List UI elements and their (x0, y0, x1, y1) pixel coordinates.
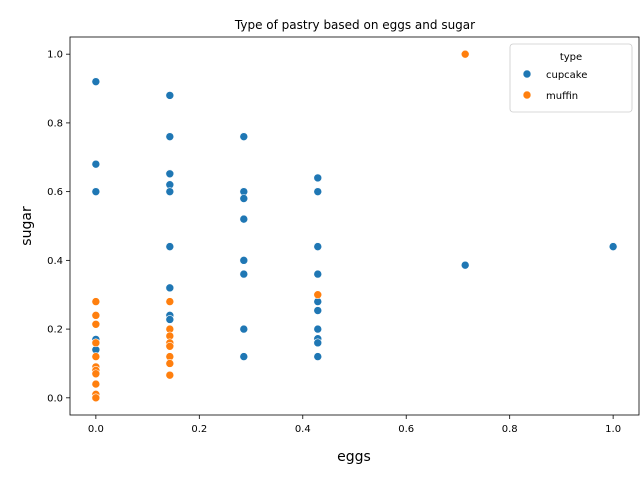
point-muffin-10 (91, 393, 101, 403)
point-cupcake-31 (313, 352, 323, 361)
x-tick-label: 0.4 (295, 424, 311, 435)
point-muffin-7 (91, 369, 101, 379)
point-muffin-11 (165, 297, 175, 306)
point-cupcake-23 (313, 187, 323, 196)
point-muffin-4 (91, 352, 101, 361)
y-tick-label: 0.0 (47, 393, 63, 404)
point-cupcake-21 (239, 352, 249, 361)
x-axis-ticks: 0.0 0.2 0.4 0.6 0.8 1.0 (88, 415, 621, 435)
legend: type cupcake muffin (509, 43, 633, 113)
point-cupcake-20 (239, 324, 249, 334)
point-cupcake-9 (165, 187, 175, 196)
y-tick-label: 1.0 (47, 50, 63, 61)
point-cupcake-2 (91, 187, 101, 196)
point-muffin-19 (313, 290, 323, 300)
point-cupcake-1 (91, 159, 101, 169)
point-cupcake-28 (313, 324, 323, 334)
point-cupcake-19 (239, 269, 249, 279)
x-tick-label: 0.8 (502, 424, 518, 435)
y-tick-label: 0.8 (47, 118, 63, 129)
point-cupcake-24 (313, 242, 323, 251)
point-muffin-0 (91, 297, 101, 306)
point-cupcake-0 (91, 77, 101, 86)
point-cupcake-7 (165, 169, 175, 179)
point-muffin-17 (165, 359, 175, 368)
legend-title: type (560, 52, 582, 63)
y-axis-ticks: 0.0 0.2 0.4 0.6 0.8 1.0 (47, 50, 70, 404)
legend-label-cupcake: cupcake (546, 70, 587, 81)
point-muffin-20 (460, 49, 470, 59)
chart-title: Type of pastry based on eggs and sugar (234, 18, 475, 32)
x-axis-label: eggs (337, 449, 371, 465)
point-cupcake-14 (239, 132, 249, 141)
point-muffin-2 (91, 319, 101, 329)
point-cupcake-5 (165, 91, 175, 100)
legend-label-muffin: muffin (546, 91, 578, 102)
y-tick-label: 0.2 (47, 325, 63, 336)
point-cupcake-32 (460, 260, 470, 270)
point-cupcake-25 (313, 269, 323, 279)
point-cupcake-18 (239, 256, 249, 265)
point-muffin-18 (165, 370, 175, 380)
legend-marker-cupcake (522, 69, 532, 79)
point-cupcake-22 (313, 173, 323, 183)
point-cupcake-16 (239, 194, 249, 203)
point-cupcake-30 (313, 338, 323, 348)
point-muffin-15 (165, 341, 175, 351)
x-tick-label: 0.0 (88, 424, 104, 435)
point-cupcake-10 (165, 242, 175, 251)
point-cupcake-27 (313, 306, 323, 315)
y-tick-label: 0.4 (47, 256, 63, 267)
point-cupcake-13 (165, 315, 175, 324)
y-tick-label: 0.6 (47, 187, 63, 198)
x-tick-label: 0.2 (191, 424, 207, 435)
y-axis-label: sugar (19, 206, 35, 246)
plot-frame (69, 36, 640, 416)
point-muffin-3 (91, 338, 101, 348)
point-muffin-8 (91, 379, 101, 389)
legend-box (509, 43, 633, 113)
legend-marker-muffin (522, 90, 532, 100)
point-cupcake-33 (608, 242, 618, 251)
point-cupcake-6 (165, 132, 175, 141)
data-points (91, 49, 618, 403)
point-muffin-1 (91, 311, 101, 320)
point-cupcake-11 (165, 283, 175, 293)
x-tick-label: 0.6 (398, 424, 414, 435)
x-tick-label: 1.0 (605, 424, 621, 435)
point-cupcake-17 (239, 214, 249, 224)
